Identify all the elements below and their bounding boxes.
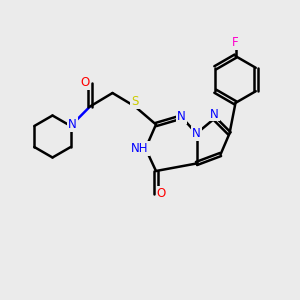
Text: N: N: [210, 107, 219, 121]
Text: N: N: [192, 127, 201, 140]
Text: N: N: [177, 110, 186, 124]
Text: F: F: [232, 36, 239, 49]
Text: S: S: [131, 94, 139, 108]
Text: O: O: [157, 187, 166, 200]
Text: N: N: [68, 118, 76, 131]
Text: NH: NH: [131, 142, 149, 155]
Text: O: O: [80, 76, 89, 89]
